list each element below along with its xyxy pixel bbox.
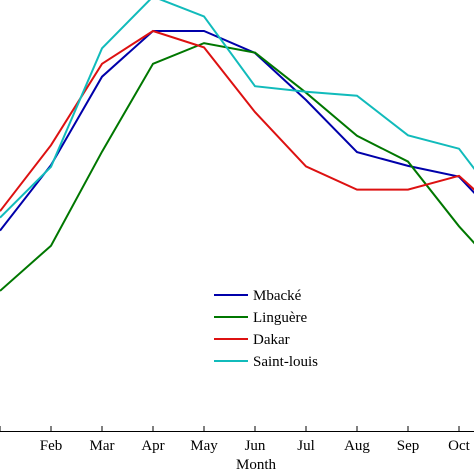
x-tick-label: Mar (90, 438, 115, 454)
series-line-saint-louis (0, 0, 474, 219)
x-tick-label: Sep (397, 438, 420, 454)
series-line-linguere (0, 42, 474, 292)
legend-label-mbacke: Mbacké (253, 288, 302, 304)
x-tick-label: Jul (297, 438, 315, 454)
series-layer (0, 0, 474, 292)
x-tick-label: Jun (245, 438, 266, 454)
x-axis-label: Month (236, 457, 277, 473)
legend-label-dakar: Dakar (253, 332, 290, 348)
x-tick-label: Aug (344, 438, 370, 454)
x-tick-layer: FebMarAprMayJunJulAugSepOctN (0, 426, 471, 454)
series-line-dakar (0, 29, 474, 212)
legend-label-saint-louis: Saint-louis (253, 354, 318, 370)
x-tick-label: Oct (448, 438, 470, 454)
legend: Mbacké Linguère Dakar Saint-louis (214, 288, 318, 370)
x-tick-label: Apr (141, 438, 164, 454)
x-tick-label: May (190, 438, 218, 454)
legend-label-linguere: Linguère (253, 310, 307, 326)
x-tick-label: Feb (40, 438, 63, 454)
